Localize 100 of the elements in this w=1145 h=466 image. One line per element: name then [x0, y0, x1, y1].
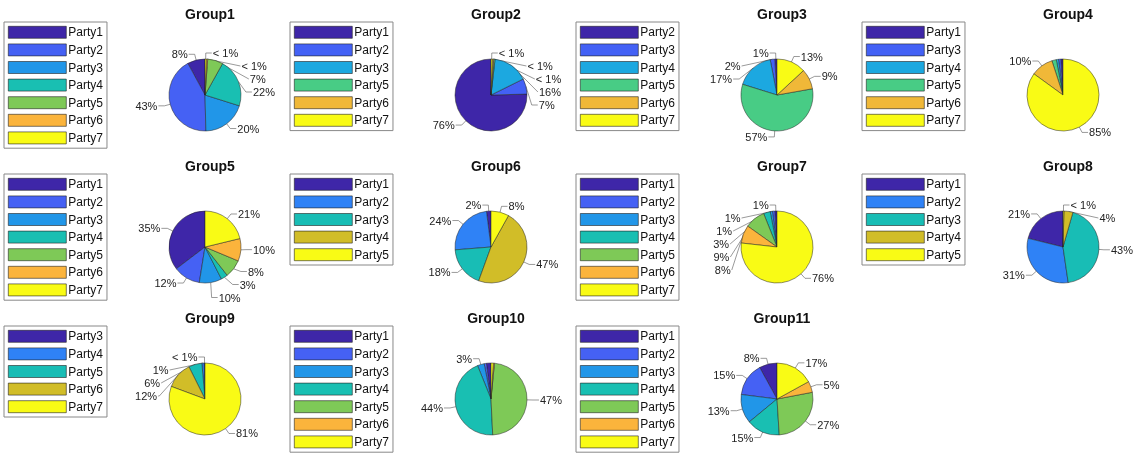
chart-title: Group3: [757, 6, 808, 22]
data-label: 5%: [823, 378, 840, 391]
data-label: 24%: [429, 214, 452, 227]
legend-label: Party2: [354, 42, 390, 57]
data-label: 76%: [432, 119, 455, 132]
legend-label: Party7: [640, 434, 676, 449]
data-label: < 1%: [212, 47, 239, 60]
legend-label: Party6: [640, 95, 676, 110]
legend-label: Party5: [354, 247, 390, 262]
chart-title: Group9: [185, 310, 236, 326]
legend-label: Party5: [68, 95, 104, 110]
data-label: 18%: [428, 266, 451, 279]
legend-label: Party3: [926, 212, 962, 227]
data-label: 8%: [247, 265, 265, 278]
data-label: 9%: [713, 251, 730, 264]
legend-label: Party7: [640, 113, 676, 128]
legend-label: Party3: [640, 364, 676, 379]
legend-label: Party6: [354, 417, 390, 432]
data-label: 12%: [135, 390, 158, 402]
legend-label: Party5: [354, 399, 390, 414]
legend-label: Party6: [926, 95, 962, 110]
legend-label: Party1: [354, 329, 390, 344]
data-label: 44%: [420, 401, 444, 414]
chart-title: Group1: [185, 6, 236, 22]
legend-label: Party3: [68, 212, 104, 227]
data-label: 47%: [536, 258, 559, 271]
data-label: 13%: [800, 50, 824, 63]
data-label: 22%: [252, 86, 276, 99]
legend-label: Party1: [926, 25, 962, 40]
legend-label: Party4: [68, 230, 104, 245]
legend-label: Party5: [354, 78, 390, 93]
data-label: 43%: [1110, 243, 1134, 256]
legend-label: Party3: [354, 212, 390, 227]
data-label: 7%: [249, 73, 266, 86]
legend-label: Party1: [68, 177, 104, 192]
legend-label: Party3: [926, 42, 962, 57]
chart-title: Group11: [753, 310, 811, 326]
legend-label: Party3: [68, 60, 104, 75]
legend-label: Party2: [354, 194, 390, 209]
chart-title: Group2: [471, 6, 522, 22]
data-label: 20%: [237, 122, 260, 135]
legend-label: Party4: [640, 230, 676, 245]
legend-label: Party6: [68, 113, 104, 128]
data-label: 15%: [731, 431, 754, 444]
data-label: 3%: [713, 238, 730, 251]
data-label: 21%: [1008, 207, 1031, 220]
legend-label: Party7: [68, 399, 104, 414]
legend-label: Party1: [640, 329, 676, 344]
data-label: 17%: [710, 73, 733, 86]
legend-label: Party4: [354, 230, 390, 245]
data-label: 10%: [252, 243, 276, 256]
legend-label: Party2: [68, 194, 104, 209]
legend-label: Party6: [640, 265, 676, 280]
data-label: 6%: [144, 377, 161, 389]
legend-label: Party5: [926, 78, 962, 93]
data-label: 47%: [539, 394, 563, 406]
legend-label: Party4: [68, 78, 104, 93]
data-label: 1%: [716, 225, 733, 238]
legend-label: Party7: [640, 282, 676, 297]
data-label: 4%: [1099, 212, 1116, 224]
data-label: 76%: [812, 272, 835, 285]
data-label: 31%: [1002, 269, 1026, 282]
data-label: 10%: [1009, 55, 1032, 68]
chart-title: Group4: [1043, 6, 1094, 22]
legend-label: Party4: [926, 230, 962, 245]
data-label: 8%: [743, 352, 760, 365]
legend-label: Party2: [68, 42, 104, 57]
data-label: 85%: [1089, 126, 1112, 139]
data-label: 17%: [805, 356, 828, 369]
legend-label: Party6: [640, 417, 676, 432]
data-label: 43%: [135, 99, 158, 112]
data-label: < 1%: [527, 60, 554, 73]
legend-label: Party1: [926, 177, 962, 192]
legend-label: Party1: [640, 177, 676, 192]
legend-label: Party1: [68, 25, 104, 40]
legend-label: Party2: [640, 25, 676, 40]
legend-label: Party5: [640, 78, 676, 93]
data-label: 13%: [707, 404, 730, 417]
legend-label: Party4: [68, 346, 104, 361]
chart-title: Group10: [467, 310, 525, 326]
data-label: 1%: [752, 47, 769, 60]
data-label: 3%: [456, 352, 473, 365]
data-label: < 1%: [241, 60, 268, 73]
data-label: 2%: [465, 199, 482, 212]
legend-label: Party3: [354, 60, 390, 75]
legend-label: Party4: [354, 382, 390, 397]
legend-label: Party5: [640, 399, 676, 414]
legend-label: Party2: [926, 194, 962, 209]
data-label: 8%: [508, 200, 525, 213]
data-label: < 1%: [1070, 199, 1097, 211]
data-label: 10%: [218, 291, 241, 304]
data-label: 3%: [239, 278, 256, 291]
legend-label: Party6: [68, 382, 104, 397]
data-label: 9%: [821, 70, 838, 83]
legend-label: Party7: [68, 282, 104, 297]
data-label: 1%: [724, 212, 741, 225]
data-label: 57%: [745, 130, 768, 143]
legend-label: Party7: [354, 434, 390, 449]
legend-label: Party4: [926, 60, 962, 75]
legend-label: Party4: [640, 60, 676, 75]
